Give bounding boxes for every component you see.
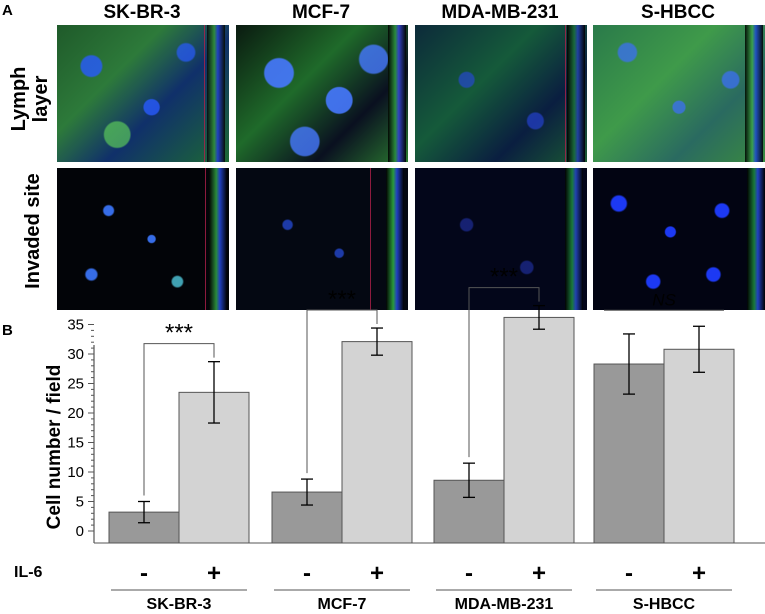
- significance-bracket: [468, 287, 540, 458]
- y-tick-label: 10: [67, 464, 84, 481]
- micrograph-s-hbcc-lymph: [593, 25, 765, 162]
- il-6-factor-label: IL-6: [14, 564, 43, 581]
- bar-mcf-7-plus: [341, 341, 413, 544]
- condition-label: +: [207, 560, 221, 587]
- y-tick-group: 0 5 10 15 20 25 30 35: [67, 317, 94, 540]
- significance-label: ***: [165, 320, 193, 347]
- significance-label: ***: [490, 264, 518, 291]
- bar-group: [108, 304, 735, 544]
- category-label: SK-BR-3: [147, 596, 212, 613]
- category-label: S-HBCC: [633, 596, 696, 613]
- panel-b-letter: B: [2, 322, 13, 339]
- y-tick-label: 25: [67, 376, 84, 393]
- condition-label: +: [370, 560, 384, 587]
- y-tick-label: 20: [67, 405, 84, 422]
- micrograph-sk-br-3-invaded: [57, 168, 229, 310]
- micrograph-mcf-7-lymph: [236, 25, 408, 162]
- micrograph-mcf-7-invaded: [236, 168, 408, 310]
- bar-s-hbcc-plus: [663, 348, 735, 544]
- condition-label: -: [303, 560, 311, 587]
- condition-label: +: [532, 560, 546, 587]
- condition-label: -: [140, 560, 148, 587]
- category-label: MCF-7: [318, 596, 367, 613]
- significance-group: *** *** *** NS: [143, 264, 724, 496]
- y-axis-label: Cell number / field: [44, 365, 65, 530]
- column-title-mda-mb-231: MDA-MB-231: [441, 2, 559, 23]
- y-tick-label: 0: [76, 523, 84, 540]
- column-title-s-hbcc: S-HBCC: [641, 2, 715, 23]
- panel-a-letter: A: [2, 2, 13, 19]
- significance-label: ***: [328, 286, 356, 313]
- micrograph-s-hbcc-invaded: [593, 168, 765, 310]
- column-title-mcf-7: MCF-7: [291, 2, 351, 23]
- significance-bracket: [143, 343, 215, 496]
- x-label-group: - +SK-BR-3- +MCF-7- +MDA-MB-231- +S-HBCC: [111, 560, 732, 613]
- micrograph-mda-mb-231-lymph: [415, 25, 587, 162]
- significance-label: NS: [652, 290, 676, 309]
- micrograph-sk-br-3-lymph: [57, 25, 229, 162]
- y-tick-label: 35: [67, 317, 84, 334]
- condition-label: +: [692, 560, 706, 587]
- condition-label: -: [465, 560, 473, 587]
- significance-bracket: [306, 309, 378, 474]
- micrograph-mda-mb-231-invaded: [415, 168, 587, 310]
- bar-mda-mb-231-plus: [503, 316, 575, 544]
- column-title-sk-br-3: SK-BR-3: [103, 2, 181, 23]
- y-tick-label: 5: [76, 494, 84, 511]
- y-tick-label: 15: [67, 435, 84, 452]
- y-tick-label: 30: [67, 346, 84, 363]
- category-label: MDA-MB-231: [455, 596, 554, 613]
- condition-label: -: [625, 560, 633, 587]
